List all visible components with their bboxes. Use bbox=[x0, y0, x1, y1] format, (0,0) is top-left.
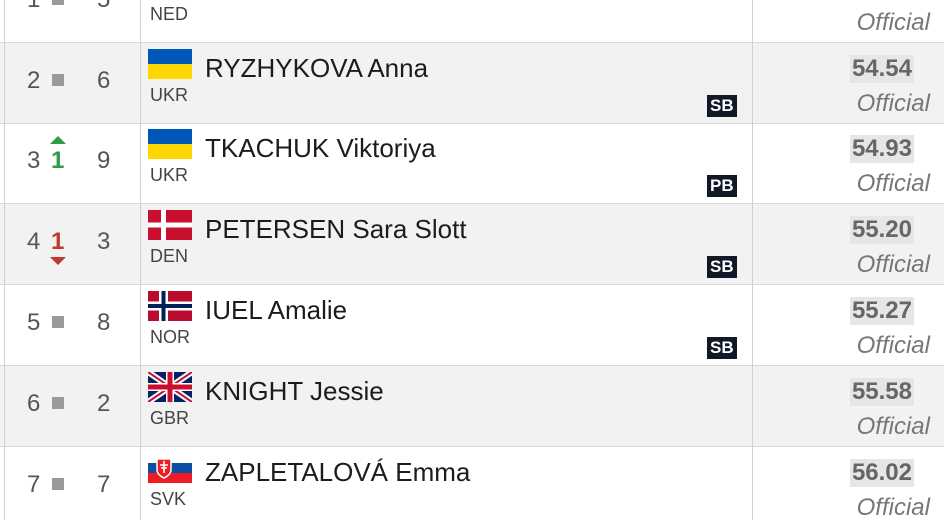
country-code: UKR bbox=[150, 165, 189, 185]
flag bbox=[148, 49, 192, 79]
country-code: NOR bbox=[150, 327, 190, 347]
result-row: 1 5 NED Official bbox=[0, 0, 944, 43]
flag bbox=[148, 129, 192, 159]
column-divider bbox=[752, 0, 753, 520]
no-change-icon bbox=[52, 316, 64, 328]
flag bbox=[148, 372, 192, 402]
rank: 4 bbox=[27, 228, 41, 255]
result-status: Official bbox=[856, 9, 930, 36]
flag bbox=[148, 210, 192, 240]
position-change: 1 bbox=[51, 147, 65, 174]
down-arrow bbox=[50, 257, 66, 265]
result-row: 4 1 3 DEN PETERSEN Sara Slott SB 55.20 Official bbox=[0, 204, 944, 285]
athlete-name: ZAPLETALOVÁ Emma bbox=[205, 457, 471, 487]
lane: 3 bbox=[97, 228, 111, 255]
flag bbox=[148, 453, 192, 483]
result-time: 55.58 bbox=[849, 378, 914, 406]
lane: 6 bbox=[97, 67, 111, 94]
result-status: Official bbox=[856, 170, 930, 197]
country-code: NED bbox=[150, 4, 189, 24]
athlete-name: PETERSEN Sara Slott bbox=[205, 214, 467, 244]
no-change-icon bbox=[52, 0, 64, 5]
no-change-icon bbox=[52, 478, 64, 490]
country-code: SVK bbox=[150, 489, 187, 509]
up-arrow bbox=[50, 136, 66, 144]
result-row: 7 7 SVK ZAPLETALOVÁ Emma 56.02 Official bbox=[0, 447, 944, 520]
record-badge: SB bbox=[707, 256, 737, 278]
lane: 8 bbox=[97, 309, 111, 336]
record-badge: SB bbox=[707, 95, 737, 117]
result-row: 5 8 NOR IUEL Amalie SB 55.27 Official bbox=[0, 285, 944, 366]
no-change-icon bbox=[52, 74, 64, 86]
result-status: Official bbox=[856, 413, 930, 440]
result-row: 6 2 GBR KNIGHT Jessie 55.58 Official bbox=[0, 366, 944, 447]
column-divider bbox=[4, 0, 5, 520]
country-code: UKR bbox=[150, 85, 189, 105]
athlete-name: KNIGHT Jessie bbox=[205, 376, 384, 406]
result-status: Official bbox=[856, 251, 930, 278]
lane: 9 bbox=[97, 147, 111, 174]
country-code: DEN bbox=[150, 246, 189, 266]
rank: 2 bbox=[27, 67, 41, 94]
rank: 1 bbox=[27, 0, 40, 14]
result-row: 3 1 9 UKR TKACHUK Viktoriya PB 54.93 Official bbox=[0, 123, 944, 204]
rank: 3 bbox=[27, 147, 41, 174]
result-time: 54.54 bbox=[849, 55, 914, 83]
flag bbox=[148, 291, 192, 321]
result-status: Official bbox=[856, 90, 930, 117]
country-code: GBR bbox=[150, 408, 190, 428]
lane: 5 bbox=[97, 0, 110, 14]
result-status: Official bbox=[856, 494, 930, 520]
rank: 5 bbox=[27, 309, 41, 336]
athlete-name: IUEL Amalie bbox=[205, 295, 348, 325]
lane: 2 bbox=[97, 390, 111, 417]
record-badge: PB bbox=[707, 175, 737, 197]
record-badge: SB bbox=[707, 337, 737, 359]
column-divider bbox=[140, 0, 141, 520]
athlete-name: RYZHYKOVA Anna bbox=[205, 53, 429, 83]
result-time: 54.93 bbox=[849, 135, 914, 163]
result-row: 2 6 UKR RYZHYKOVA Anna SB 54.54 Official bbox=[0, 43, 944, 124]
rank: 6 bbox=[27, 390, 41, 417]
result-status: Official bbox=[856, 332, 930, 359]
rank: 7 bbox=[27, 471, 41, 498]
athlete-name: TKACHUK Viktoriya bbox=[205, 133, 436, 163]
position-change: 1 bbox=[51, 228, 65, 255]
result-time: 55.20 bbox=[849, 216, 914, 244]
no-change-icon bbox=[52, 397, 64, 409]
lane: 7 bbox=[97, 471, 111, 498]
result-time: 56.02 bbox=[849, 459, 914, 487]
result-time: 55.27 bbox=[849, 297, 914, 325]
